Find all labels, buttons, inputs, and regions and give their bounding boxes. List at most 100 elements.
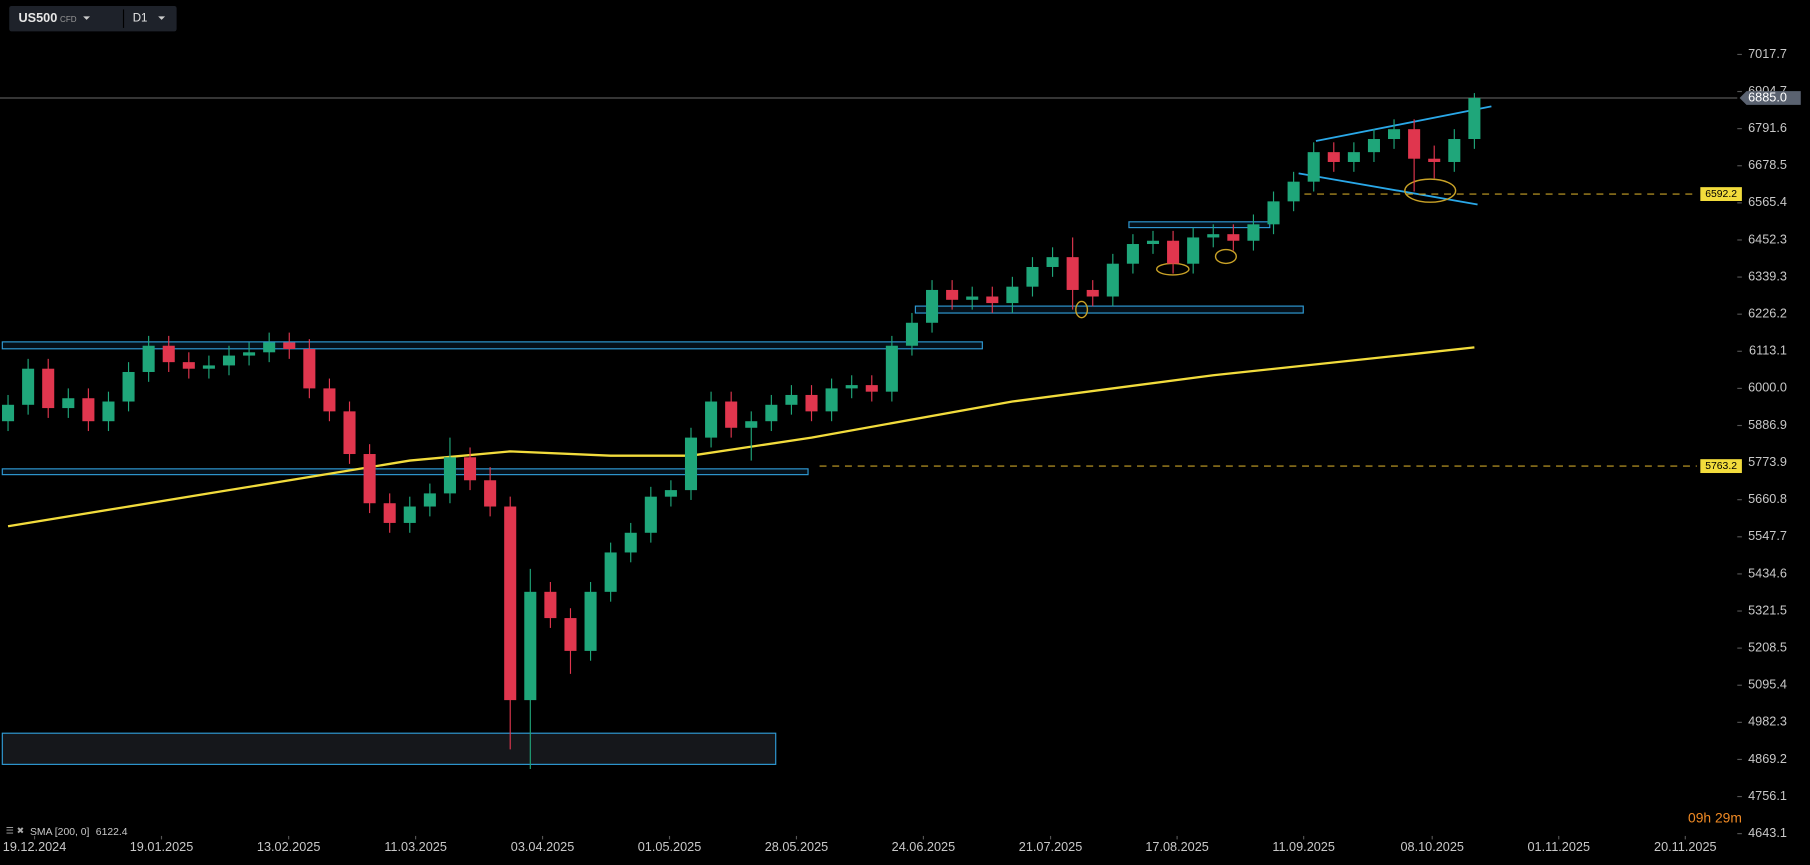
y-tick-label: 4869.2 — [1748, 752, 1787, 766]
candle-body — [1066, 257, 1079, 290]
toolbar[interactable] — [9, 5, 177, 32]
candle-body — [725, 401, 738, 428]
level-tag — [1700, 459, 1742, 474]
x-tick-label: 03.04.2025 — [511, 840, 575, 854]
price-tag — [1739, 91, 1801, 105]
candle-body — [905, 322, 918, 346]
x-tick-label: 17.08.2025 — [1145, 840, 1209, 854]
y-tick-label: 5434.6 — [1748, 566, 1787, 580]
instrument: CFD — [60, 15, 77, 24]
dropdown-arrow[interactable] — [83, 16, 91, 20]
zone — [914, 305, 1304, 314]
candle-body — [383, 503, 396, 523]
candle-body — [926, 289, 939, 323]
candle-body — [624, 532, 637, 553]
dropdown-arrow[interactable] — [158, 16, 166, 20]
candle-body — [22, 368, 35, 405]
y-tick-label: 5321.5 — [1748, 603, 1787, 617]
candle-body — [664, 490, 677, 497]
level-label: 6592.2 — [1705, 189, 1737, 200]
ellipse — [1075, 300, 1089, 319]
indicator-icons[interactable]: ☰ ✖ — [6, 826, 25, 836]
candle-body — [343, 411, 356, 455]
candle-body — [604, 552, 617, 592]
candle-body — [966, 296, 979, 300]
zone — [1, 732, 777, 765]
candle-body — [142, 345, 155, 372]
candle-body — [1006, 286, 1019, 304]
y-tick-label: 5886.9 — [1748, 418, 1787, 432]
candle-body — [1468, 97, 1481, 140]
candle-body — [222, 355, 236, 366]
x-tick-label: 24.06.2025 — [892, 840, 956, 854]
x-tick-label: 21.07.2025 — [1019, 840, 1082, 854]
countdown: 09h 29m — [1688, 809, 1742, 825]
candle-body — [1428, 158, 1441, 162]
trendline — [1315, 105, 1492, 142]
y-tick-label: 6000.0 — [1748, 381, 1787, 395]
candle-body — [644, 496, 657, 533]
candle-body — [1347, 152, 1360, 162]
candle-body — [684, 437, 698, 491]
y-tick-label: 6678.5 — [1748, 158, 1787, 172]
y-tick-label: 6113.1 — [1749, 344, 1787, 358]
indicator-name: SMA [200, 0] — [30, 827, 90, 838]
candle-body — [986, 296, 999, 304]
x-tick-label: 08.10.2025 — [1400, 840, 1463, 854]
candle-body — [82, 398, 95, 422]
candle-body — [524, 591, 537, 701]
y-tick-label: 6791.6 — [1748, 121, 1787, 135]
symbol[interactable]: US500 — [18, 11, 57, 25]
candle-body — [564, 618, 577, 651]
candle-body — [1367, 139, 1380, 153]
candle-body — [2, 404, 15, 422]
candle-body — [162, 345, 175, 363]
candle-body — [885, 345, 898, 392]
candle-body — [1448, 139, 1461, 162]
candle-body — [825, 388, 838, 412]
x-tick-label: 20.11.2025 — [1654, 840, 1717, 854]
candle-body — [243, 352, 256, 356]
candle-body — [1247, 224, 1260, 241]
timeframe[interactable]: D1 — [133, 13, 148, 25]
y-tick-label: 7017.7 — [1748, 47, 1787, 61]
candle-body — [504, 506, 517, 701]
y-tick-label: 4756.1 — [1748, 789, 1787, 803]
x-tick-label: 11.09.2025 — [1272, 840, 1335, 854]
y-tick-label: 5208.5 — [1748, 640, 1787, 654]
candle-body — [1126, 244, 1139, 264]
x-tick-label: 19.12.2024 — [3, 840, 67, 854]
candle-body — [865, 385, 878, 392]
candle-body — [403, 506, 416, 523]
candle-body — [1207, 234, 1220, 238]
candle-body — [1146, 240, 1160, 245]
x-tick-label: 19.01.2025 — [130, 840, 194, 854]
candle-body — [1227, 234, 1240, 241]
candle-body — [765, 404, 778, 422]
y-tick-label: 6565.4 — [1748, 195, 1787, 209]
candle-body — [1388, 129, 1401, 140]
candle-body — [1026, 266, 1039, 287]
level-tag — [1700, 187, 1742, 202]
x-tick-label: 13.02.2025 — [257, 840, 321, 854]
candle-body — [1307, 152, 1320, 182]
candle-body — [745, 421, 758, 428]
x-tick-label: 01.11.2025 — [1527, 840, 1590, 854]
y-tick-label: 6339.3 — [1748, 269, 1787, 283]
candle-body — [1187, 237, 1200, 264]
candle-body — [303, 349, 316, 389]
ellipse — [1214, 248, 1237, 265]
candle-body — [1287, 181, 1300, 202]
candle-body — [1046, 257, 1059, 267]
x-tick-label: 28.05.2025 — [765, 840, 829, 854]
candle-body — [584, 591, 597, 651]
zone — [1128, 221, 1271, 229]
candle-body — [705, 401, 718, 438]
candle-body — [202, 365, 215, 369]
y-tick-label: 5660.8 — [1748, 492, 1787, 506]
y-tick-label: 5773.9 — [1748, 455, 1787, 469]
candle-body — [1167, 240, 1180, 264]
candle-body — [423, 493, 436, 507]
